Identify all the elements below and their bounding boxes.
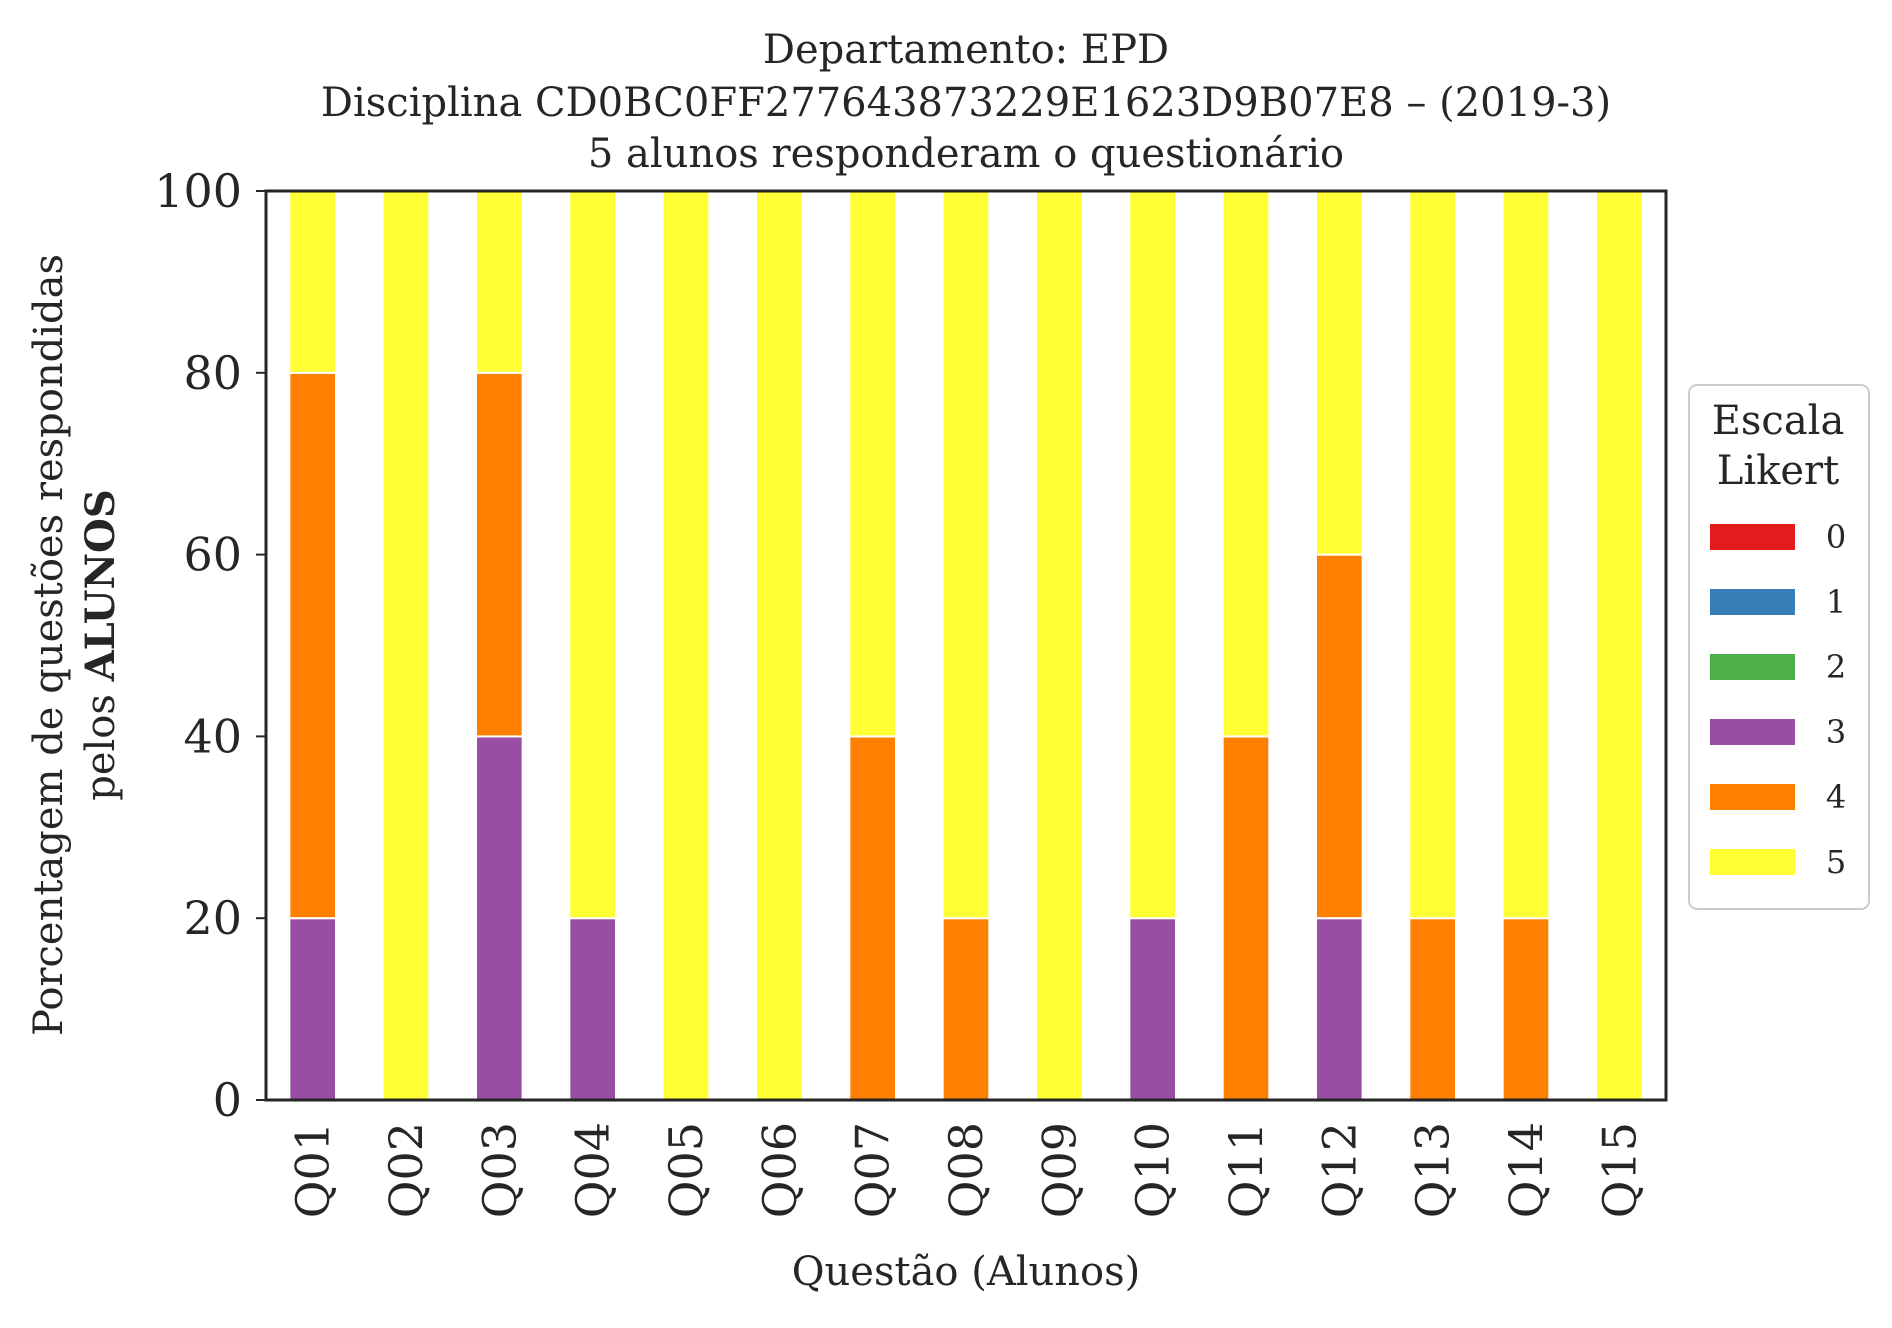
bar-q13-scale-5: [1408, 190, 1458, 920]
bar-q14-scale-5: [1501, 190, 1551, 920]
y-axis-label-bold: ALUNOS: [77, 489, 124, 682]
bar-q13-scale-4: [1408, 917, 1458, 1102]
title-line-1: Departamento: EPD: [763, 27, 1169, 73]
x-tick-label-q02: Q02: [379, 1122, 433, 1218]
x-axis-label: Questão (Alunos): [792, 1249, 1141, 1295]
plot-frame: [264, 189, 1668, 1102]
x-tick-label-q13: Q13: [1406, 1122, 1460, 1218]
bar-q10-scale-3: [1128, 917, 1178, 1102]
legend-swatch-2: [1710, 654, 1795, 680]
y-tick-label: 0: [213, 1073, 242, 1127]
y-tick-label: 60: [183, 528, 242, 582]
y-tick-label: 20: [183, 891, 242, 945]
bar-q12-scale-3: [1315, 917, 1364, 1102]
bar-q02-scale-5: [381, 190, 431, 1101]
legend-label-1: 1: [1826, 583, 1846, 621]
legend-label-2: 2: [1826, 648, 1846, 686]
bar-q11-scale-4: [1221, 735, 1271, 1102]
x-tick-label-q11: Q11: [1219, 1122, 1273, 1218]
bar-q12-scale-4: [1315, 553, 1364, 920]
x-tick-label-q07: Q07: [846, 1122, 900, 1218]
x-tick-label-q09: Q09: [1032, 1122, 1086, 1218]
bar-q01-scale-5: [288, 190, 338, 374]
x-tick-label-q05: Q05: [659, 1122, 713, 1218]
bar-q03-scale-5: [475, 190, 524, 374]
x-tick-label-q14: Q14: [1499, 1122, 1553, 1218]
bar-q07-scale-4: [848, 735, 897, 1102]
y-axis-label-line-2: pelos ALUNOS: [77, 489, 124, 801]
bar-q03-scale-3: [475, 735, 524, 1102]
x-axis-ticks: Q01 Q02 Q03 Q04 Q05 Q06 Q07 Q08 Q09 Q10 Q11 Q12 Q13 Q…: [286, 1122, 1647, 1218]
x-tick-label-q06: Q06: [752, 1122, 806, 1218]
legend-title-line-2: Likert: [1717, 448, 1839, 494]
bar-q08-scale-5: [941, 190, 991, 920]
bar-q15-scale-5: [1595, 190, 1644, 1101]
x-tick-label-q10: Q10: [1126, 1122, 1180, 1218]
title-line-3: 5 alunos responderam o questionário: [588, 131, 1344, 177]
legend-frame: [1688, 384, 1870, 910]
bar-q04-scale-5: [568, 190, 617, 920]
legend-swatch-1: [1710, 589, 1795, 615]
bar-q05-scale-5: [661, 190, 711, 1101]
y-axis-ticks: 0 20 40 60 80 100: [154, 164, 266, 1127]
legend-swatch-5: [1710, 849, 1795, 875]
bar-q09-scale-5: [1035, 190, 1084, 1101]
legend-label-3: 3: [1826, 713, 1846, 751]
legend: Escala Likert 0 1 2 3 4 5: [1688, 384, 1870, 910]
x-tick-label-q12: Q12: [1312, 1122, 1366, 1218]
y-tick-label: 80: [183, 346, 242, 400]
y-tick-label: 100: [154, 164, 242, 218]
y-tick-label: 40: [183, 709, 242, 763]
bar-q11-scale-5: [1221, 190, 1271, 738]
x-tick-label-q03: Q03: [472, 1122, 526, 1218]
x-tick-label-q15: Q15: [1592, 1122, 1646, 1218]
legend-swatch-4: [1710, 784, 1795, 810]
bar-q06-scale-5: [755, 190, 804, 1101]
legend-swatch-3: [1710, 719, 1795, 745]
bar-q01-scale-3: [288, 917, 338, 1102]
x-tick-label-q01: Q01: [286, 1122, 340, 1218]
legend-swatch-0: [1710, 524, 1795, 550]
bar-q10-scale-5: [1128, 190, 1178, 920]
bars: [288, 190, 1644, 1102]
legend-items: 0 1 2 3 4 5: [1710, 518, 1846, 881]
bar-q08-scale-4: [941, 917, 991, 1102]
bar-q07-scale-5: [848, 190, 897, 738]
legend-label-5: 5: [1826, 843, 1846, 881]
legend-title-line-1: Escala: [1712, 398, 1845, 444]
y-axis-label: Porcentagem de questões respondidas pelo…: [26, 254, 124, 1036]
bar-q03-scale-4: [475, 371, 524, 738]
title-line-2: Disciplina CD0BC0FF277643873229E1623D9B0…: [321, 80, 1611, 126]
x-tick-label-q04: Q04: [566, 1122, 620, 1218]
y-axis-label-line-1: Porcentagem de questões respondidas: [26, 254, 72, 1036]
legend-label-4: 4: [1826, 778, 1846, 816]
bar-q12-scale-5: [1315, 190, 1364, 556]
chart-title: Departamento: EPD Disciplina CD0BC0FF277…: [321, 27, 1611, 177]
legend-label-0: 0: [1826, 518, 1846, 556]
y-axis-label-prefix: pelos: [78, 681, 124, 800]
bar-q04-scale-3: [568, 917, 617, 1102]
bar-q14-scale-4: [1501, 917, 1551, 1102]
x-tick-label-q08: Q08: [939, 1122, 993, 1218]
bar-q01-scale-4: [288, 371, 338, 920]
